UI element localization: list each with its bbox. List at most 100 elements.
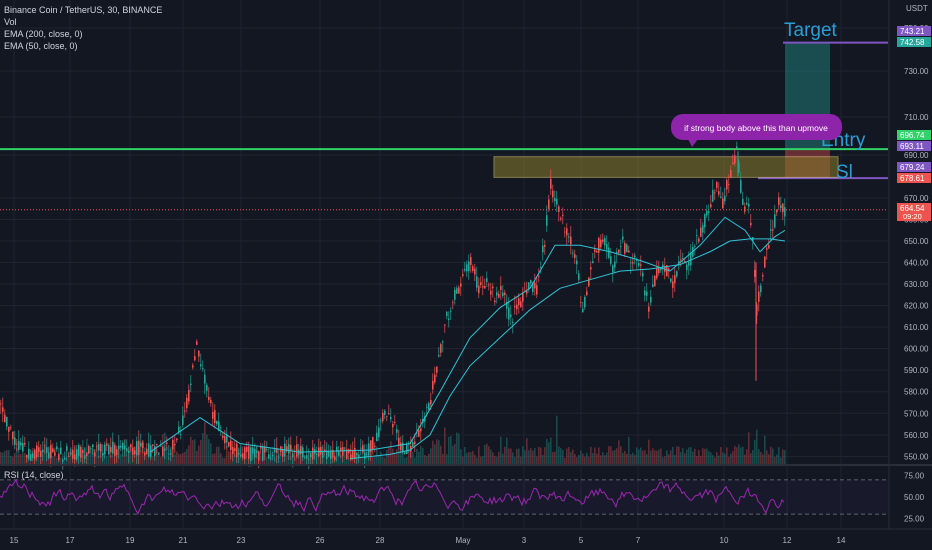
candle-body [186, 397, 188, 409]
volume-bar [408, 450, 410, 464]
volume-bar [0, 452, 2, 464]
candle-body [560, 218, 562, 220]
volume-bar [4, 450, 6, 464]
volume-bar [234, 454, 236, 464]
candle-body [350, 454, 352, 460]
candle-body [172, 439, 174, 450]
candle-body [728, 183, 730, 185]
candle-body [184, 410, 186, 412]
candle-body [244, 447, 246, 460]
y-tick-label: 620.00 [904, 302, 929, 311]
candle-body [418, 430, 420, 437]
candle-body [720, 196, 722, 198]
volume-bar [456, 432, 458, 464]
volume-bar [670, 450, 672, 464]
volume-bar [568, 447, 570, 464]
candle-body [724, 195, 726, 202]
candle-body [644, 290, 646, 296]
volume-bar [634, 454, 636, 464]
candle-body [620, 246, 622, 247]
volume-bar [706, 448, 708, 464]
volume-bar [564, 457, 566, 464]
volume-bar [776, 454, 778, 464]
volume-bar [218, 446, 220, 464]
candle-body [98, 443, 100, 451]
candle-body [286, 446, 288, 452]
candle-body [608, 247, 610, 258]
candle-body [220, 427, 222, 429]
candle-body [8, 426, 10, 432]
candle-body [266, 449, 268, 450]
candle-body [442, 341, 444, 343]
candle-body [402, 442, 404, 451]
candle-body [564, 231, 566, 233]
volume-bar [582, 453, 584, 464]
volume-bar [694, 448, 696, 464]
price-label-badge [897, 130, 931, 140]
volume-bar [106, 455, 108, 464]
candle-body [662, 264, 664, 267]
volume-bar [716, 452, 718, 464]
volume-bar [482, 455, 484, 464]
candle-body [252, 447, 254, 454]
candle-body [770, 229, 772, 231]
volume-bar [204, 422, 206, 464]
volume-bar [700, 455, 702, 464]
candle-body [128, 450, 130, 454]
volume-bar [490, 449, 492, 464]
volume-bar [404, 457, 406, 464]
volume-bar [220, 453, 222, 464]
candle-body [228, 442, 230, 447]
candle-body [578, 273, 580, 280]
candle-body [60, 447, 62, 455]
candle-body [600, 239, 602, 248]
candle-body [646, 291, 648, 296]
volume-bar [54, 447, 56, 464]
volume-bar [596, 453, 598, 464]
candle-body [772, 229, 774, 231]
candle-body [224, 436, 226, 444]
volume-bar [546, 438, 548, 464]
candle-body [690, 252, 692, 266]
volume-bar [528, 450, 530, 464]
volume-bar [682, 448, 684, 464]
volume-bar [60, 457, 62, 464]
volume-bar [750, 453, 752, 464]
candle-body [750, 222, 752, 226]
rsi-tick-label: 50.00 [904, 493, 925, 502]
candle-body [474, 268, 476, 275]
volume-bar [510, 448, 512, 464]
volume-bar [182, 453, 184, 464]
volume-bar [112, 457, 114, 464]
candle-body [372, 437, 374, 450]
candle-body [546, 215, 548, 226]
candle-body [586, 291, 588, 295]
candle-body [104, 444, 106, 455]
candle-body [734, 155, 736, 164]
currency-label: USDT [906, 4, 928, 13]
candle-body [500, 286, 502, 290]
candle-body [44, 445, 46, 447]
volume-bar [620, 446, 622, 464]
volume-bar [380, 451, 382, 464]
candle-body [306, 455, 308, 459]
volume-bar [382, 456, 384, 464]
volume-bar [18, 454, 20, 464]
candle-body [642, 272, 644, 277]
candle-body [618, 249, 620, 254]
candle-body [214, 410, 216, 423]
volume-bar [156, 450, 158, 464]
candle-body [530, 280, 532, 284]
candle-body [28, 449, 30, 460]
candle-body [696, 235, 698, 236]
volume-bar [168, 457, 170, 464]
candle-body [324, 449, 326, 453]
candle-body [120, 445, 122, 448]
volume-bar [544, 447, 546, 464]
candle-body [744, 206, 746, 212]
candle-body [436, 366, 438, 373]
candle-body [0, 403, 2, 405]
candle-body [270, 458, 272, 460]
candle-body [292, 453, 294, 458]
